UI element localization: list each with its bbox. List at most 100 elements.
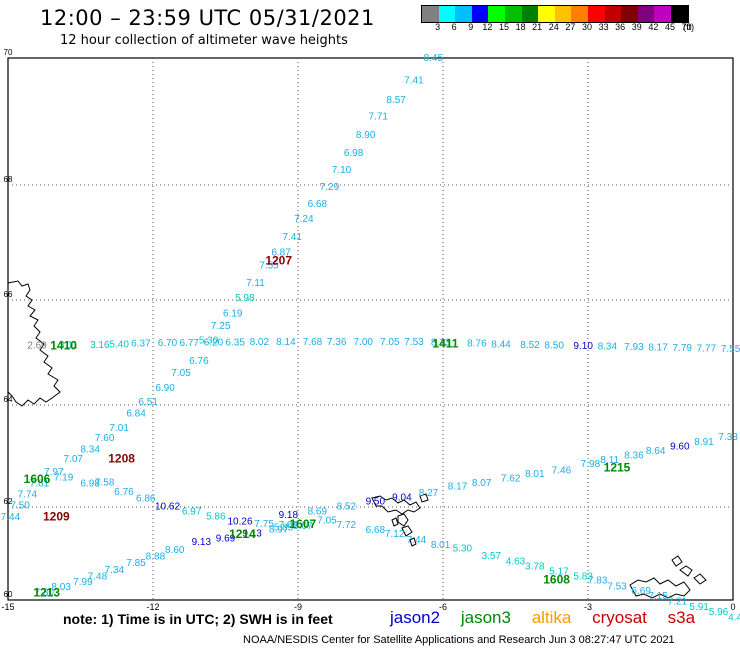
wave-height-value: 5.86 bbox=[206, 512, 226, 523]
pass-time-label: 1214 bbox=[229, 527, 256, 541]
wave-height-value: 9.04 bbox=[392, 492, 412, 503]
wave-height-value: 3.16 bbox=[90, 340, 110, 351]
chart-subtitle: 12 hour collection of altimeter wave hei… bbox=[60, 33, 348, 48]
shetland-coastline bbox=[693, 573, 707, 585]
wave-height-value: 7.55 bbox=[721, 344, 740, 355]
wave-height-value: 7.75 bbox=[254, 519, 274, 530]
wave-height-value: 8.69 bbox=[308, 506, 328, 517]
legend-jason2: jason2 bbox=[390, 608, 441, 627]
pass-time-label: 1607 bbox=[289, 517, 316, 531]
wave-height-value: 8.45 bbox=[424, 53, 444, 64]
wave-height-value: 7.24 bbox=[294, 214, 314, 225]
lon-tick-label: -9 bbox=[294, 602, 302, 612]
color-swatch bbox=[587, 6, 605, 22]
color-swatch bbox=[504, 6, 522, 22]
wave-height-value: 8.13 bbox=[431, 338, 451, 349]
lat-tick-label: 70 bbox=[4, 48, 13, 57]
wave-height-value: 6.97 bbox=[182, 506, 202, 517]
wave-height-value: 9.13 bbox=[242, 528, 262, 539]
wave-height-value: 6.35 bbox=[225, 338, 245, 349]
wave-height-value: 6.20 bbox=[204, 338, 224, 349]
satellite-legend: jason2 jason3 altika cryosat s3a bbox=[390, 608, 711, 628]
wave-height-value: 9.69 bbox=[216, 533, 236, 544]
wave-height-value: 7.07 bbox=[64, 454, 84, 465]
color-swatch bbox=[422, 6, 439, 22]
color-scale-labels: 3 6 9 12 15 18 21 24 27 30 33 36 39 42 45 70 (ft) bbox=[421, 22, 740, 34]
wave-height-value: 6.98 bbox=[80, 479, 100, 490]
wave-height-value: 8.76 bbox=[467, 339, 487, 350]
wave-height-value: 6.76 bbox=[114, 487, 134, 498]
color-swatch bbox=[538, 6, 555, 22]
wave-height-value: 5.91 bbox=[689, 602, 709, 613]
legend-cryosat: cryosat bbox=[592, 608, 647, 627]
wave-height-value: 8.88 bbox=[146, 552, 166, 563]
wave-height-value: 7.19 bbox=[54, 472, 74, 483]
color-scale-label: 30 bbox=[581, 22, 593, 32]
wave-height-value: 7.11 bbox=[246, 278, 265, 289]
wave-height-value: 8.57 bbox=[386, 95, 406, 106]
color-swatch bbox=[621, 6, 638, 22]
shetland-coastline bbox=[629, 577, 691, 599]
wave-height-value: 8.64 bbox=[646, 446, 666, 457]
wave-height-value: 8.17 bbox=[448, 482, 468, 493]
wave-height-value: 8.14 bbox=[276, 337, 296, 348]
pass-time-label: 1411 bbox=[432, 336, 458, 350]
wave-height-value: 7.71 bbox=[368, 112, 388, 123]
wave-height-value: 8.07 bbox=[293, 521, 313, 532]
color-scale-label: 21 bbox=[532, 22, 543, 32]
wave-height-value: 7.41 bbox=[282, 232, 302, 243]
wave-height-value: 7.12 bbox=[385, 529, 405, 540]
wave-height-value: 4.41 bbox=[728, 612, 740, 623]
wave-height-value: 7.30 bbox=[35, 587, 55, 598]
wave-height-value: 6.90 bbox=[155, 383, 175, 394]
wave-height-value: 5.96 bbox=[709, 607, 729, 618]
pass-time-label: 1608 bbox=[543, 573, 570, 587]
faroe-islands-coastline bbox=[409, 537, 417, 547]
wave-height-value: 9.60 bbox=[670, 441, 690, 452]
wave-height-value: 7.77 bbox=[697, 343, 717, 354]
color-scale-label: 9 bbox=[468, 22, 474, 32]
wave-height-value: 7.44 bbox=[407, 535, 427, 546]
wave-height-value: 6.84 bbox=[126, 409, 146, 420]
wave-height-value: 8.44 bbox=[491, 339, 511, 350]
wave-height-value: 3.11 bbox=[59, 340, 78, 351]
wave-height-value: 7.01 bbox=[109, 423, 129, 434]
color-scale-label: 27 bbox=[565, 22, 576, 32]
wave-height-value: 9.13 bbox=[192, 537, 212, 548]
color-scale-label: 42 bbox=[648, 22, 659, 32]
wave-height-value: 7.72 bbox=[337, 520, 357, 531]
wave-height-value: 7.44 bbox=[1, 512, 21, 523]
color-swatch bbox=[654, 6, 671, 22]
lat-tick-label: 64 bbox=[4, 395, 13, 404]
wave-height-value: 7.05 bbox=[279, 520, 299, 531]
lat-tick-label: 68 bbox=[4, 175, 13, 184]
wave-height-value: 6.98 bbox=[344, 148, 364, 159]
wave-height-value: 7.00 bbox=[354, 337, 374, 348]
wave-height-value: 6.68 bbox=[366, 525, 386, 536]
wave-height-value: 7.29 bbox=[320, 182, 340, 193]
color-scale-label: (ft) bbox=[683, 22, 695, 32]
faroe-islands-coastline bbox=[371, 495, 421, 515]
wave-height-value: 6.69 bbox=[631, 586, 651, 597]
color-scale-label: 15 bbox=[498, 22, 510, 32]
color-swatch bbox=[521, 6, 539, 22]
wave-height-value: 7.79 bbox=[673, 343, 693, 354]
wave-height-value: 7.34 bbox=[105, 565, 125, 576]
wave-height-value: 8.02 bbox=[250, 337, 270, 348]
wave-height-value: 10.26 bbox=[227, 517, 252, 528]
wave-height-value: 7.05 bbox=[380, 337, 400, 348]
wave-height-value: 8.17 bbox=[648, 342, 668, 353]
wave-height-value: 8.11 bbox=[600, 455, 619, 466]
wave-height-value: 8.34 bbox=[598, 341, 618, 352]
wave-height-value: 7.98 bbox=[581, 459, 601, 470]
wave-height-value: 7.33 bbox=[718, 432, 738, 443]
wave-height-value: 7.85 bbox=[126, 558, 146, 569]
wave-height-value: 7.74 bbox=[18, 489, 38, 500]
pass-time-label: 1209 bbox=[43, 509, 70, 523]
wave-height-value: 8.52 bbox=[337, 501, 357, 512]
wave-height-value: 5.85 bbox=[274, 523, 294, 534]
wave-height-value: 3.78 bbox=[525, 561, 545, 572]
wave-height-value: 8.90 bbox=[356, 130, 376, 141]
color-swatch bbox=[455, 6, 472, 22]
wave-height-value: 7.10 bbox=[332, 165, 352, 176]
